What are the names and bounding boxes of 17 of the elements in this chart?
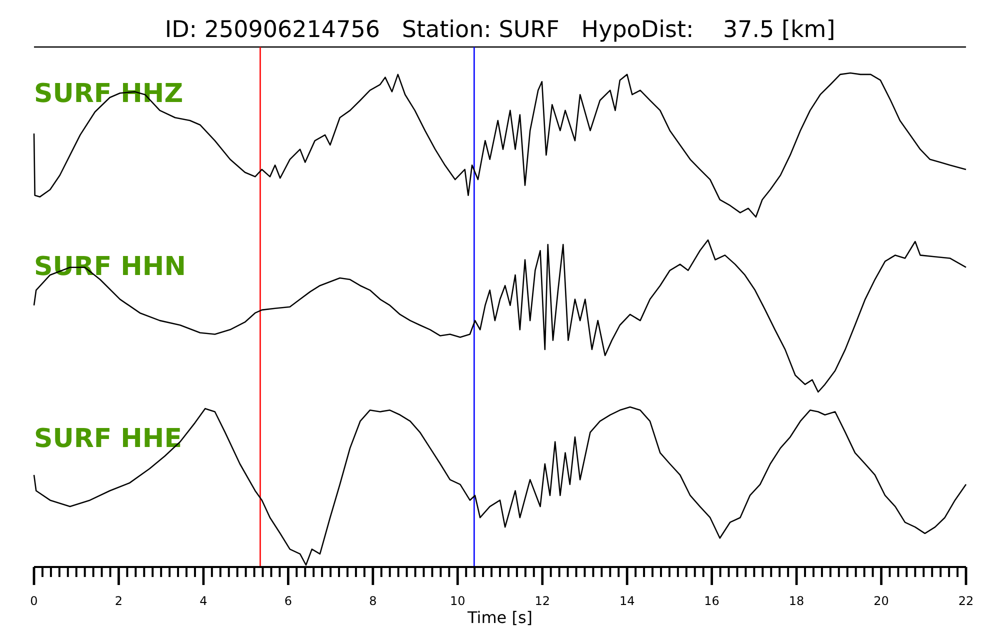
x-tick-label: 0 [30, 594, 38, 608]
x-tick-label: 20 [874, 594, 889, 608]
x-tick-label: 16 [704, 594, 720, 608]
x-tick-label: 14 [619, 594, 635, 608]
x-tick-label: 8 [369, 594, 377, 608]
x-tick-label: 18 [788, 594, 804, 608]
series-label: SURF HHN [34, 252, 186, 282]
x-tick-label: 12 [534, 594, 550, 608]
x-tick-label: 6 [284, 594, 292, 608]
x-axis-title: Time [s] [466, 608, 533, 627]
x-tick-label: 2 [114, 594, 123, 608]
x-tick-label: 22 [958, 594, 974, 608]
chart-title: ID: 250906214756 Station: SURF HypoDist: 37.5 [km] [164, 17, 836, 43]
x-tick-label: 10 [450, 594, 466, 608]
series-label: SURF HHZ [34, 79, 184, 109]
x-tick-label: 4 [200, 594, 208, 608]
series-label: SURF HHE [34, 424, 182, 454]
